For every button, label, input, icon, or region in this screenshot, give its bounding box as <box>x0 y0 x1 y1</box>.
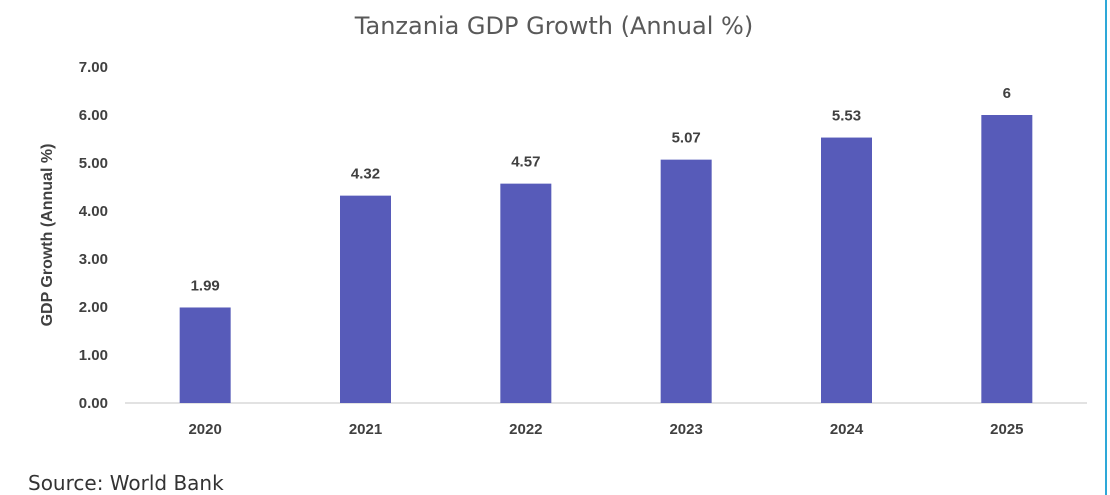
x-tick-label: 2020 <box>188 421 221 438</box>
y-axis-label: GDP Growth (Annual %) <box>39 144 56 327</box>
y-tick-label: 5.00 <box>79 155 108 172</box>
y-tick-label: 3.00 <box>79 251 108 268</box>
plot-area: 0.00 1.00 2.00 3.00 4.00 5.00 6.00 7.00 1.99 2020… <box>79 59 1087 438</box>
chart-title: Tanzania GDP Growth (Annual %) <box>354 12 753 40</box>
x-tick-label: 2021 <box>349 421 382 438</box>
x-tick-label: 2023 <box>669 421 702 438</box>
bar <box>660 159 712 403</box>
bar <box>821 137 872 403</box>
data-label: 6 <box>1003 85 1011 102</box>
bar-chart: Tanzania GDP Growth (Annual %) GDP Growt… <box>39 12 1087 438</box>
y-tick-label: 4.00 <box>79 203 108 220</box>
data-label: 5.53 <box>832 108 861 125</box>
y-tick-label: 2.00 <box>79 299 108 316</box>
y-tick-label: 1.00 <box>79 347 108 364</box>
data-label: 1.99 <box>191 277 220 294</box>
bar <box>500 183 552 403</box>
data-label: 5.07 <box>672 130 701 147</box>
bar <box>179 307 231 403</box>
x-tick-label: 2025 <box>990 421 1023 438</box>
bar <box>981 115 1033 403</box>
y-tick-label: 0.00 <box>79 395 108 412</box>
data-label: 4.32 <box>351 166 380 183</box>
data-label: 4.57 <box>511 154 540 171</box>
x-tick-label: 2024 <box>830 421 864 438</box>
source-note: Source: World Bank <box>28 471 224 495</box>
x-tick-label: 2022 <box>509 421 542 438</box>
bar <box>340 195 391 403</box>
y-tick-label: 6.00 <box>79 107 108 124</box>
y-tick-label: 7.00 <box>79 59 108 76</box>
